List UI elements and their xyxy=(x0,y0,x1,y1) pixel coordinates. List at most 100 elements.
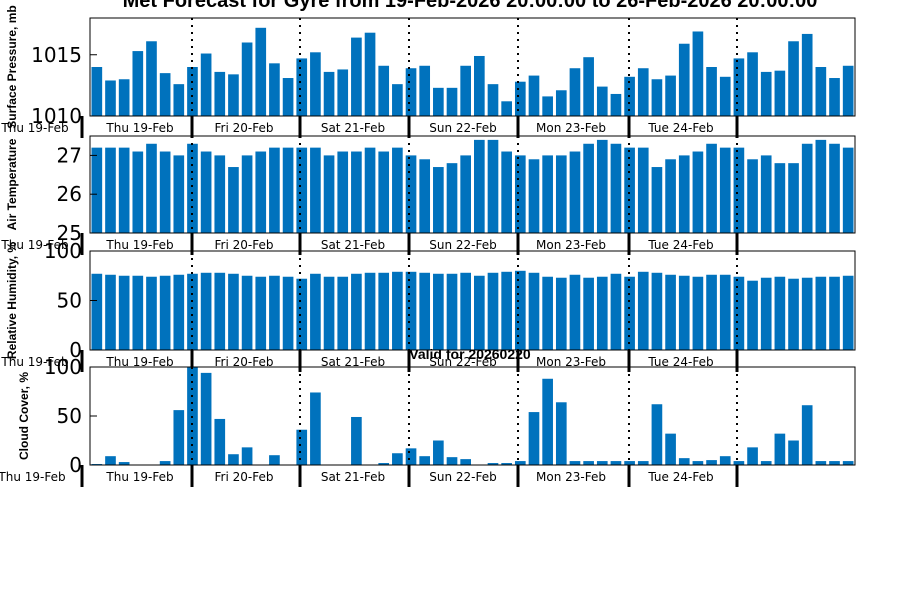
bar xyxy=(678,458,690,465)
bar xyxy=(310,147,321,233)
bar xyxy=(774,276,786,350)
day-label: Mon 23-Feb xyxy=(536,238,606,252)
bar xyxy=(200,272,212,350)
bar xyxy=(706,143,717,233)
bar xyxy=(364,32,376,117)
bar xyxy=(474,139,485,233)
bar xyxy=(637,68,649,116)
bar xyxy=(842,461,854,465)
bar xyxy=(583,277,594,350)
bar xyxy=(405,271,417,350)
bar xyxy=(610,461,622,465)
bar xyxy=(446,457,458,465)
bar xyxy=(610,143,622,233)
bar xyxy=(774,70,786,116)
bar xyxy=(323,276,335,350)
bar xyxy=(596,276,608,350)
bar xyxy=(187,143,198,233)
day-label: Sat 21-Feb xyxy=(321,355,385,369)
bar xyxy=(569,151,581,233)
bar xyxy=(351,273,362,350)
bar xyxy=(528,272,540,350)
bar xyxy=(692,461,704,465)
day-label: Sat 21-Feb xyxy=(321,470,385,484)
bar xyxy=(569,461,581,465)
bar xyxy=(829,276,840,350)
chart-title: Met Forecast for Gyre from 19-Feb-2026 2… xyxy=(123,0,818,12)
axes-frame xyxy=(89,135,856,234)
bar xyxy=(146,276,157,350)
bar xyxy=(228,454,239,465)
bar xyxy=(118,79,130,116)
bar xyxy=(788,440,799,465)
bar xyxy=(801,405,813,465)
bar xyxy=(173,84,185,116)
bar xyxy=(419,159,431,233)
bar xyxy=(91,273,103,350)
bar xyxy=(433,440,444,465)
bar xyxy=(337,276,349,350)
day-label: Sat 21-Feb xyxy=(321,238,385,252)
y-tick-label: 25 xyxy=(57,221,82,245)
bar xyxy=(241,447,253,465)
bar xyxy=(132,51,144,116)
bar xyxy=(378,463,390,465)
panel-4: 0 50 100 Cloud Cover, % Thu 19-Feb Thu 19-Feb… xyxy=(0,355,856,487)
bar xyxy=(733,147,745,233)
bar xyxy=(146,143,157,233)
bar xyxy=(665,433,676,465)
bar xyxy=(159,461,171,465)
day-label: Fri 20-Feb xyxy=(215,470,274,484)
start-day-label: Thu 19-Feb xyxy=(0,238,68,252)
bar xyxy=(733,461,745,465)
bar xyxy=(514,81,526,116)
y-tick-label: 27 xyxy=(57,143,82,167)
day-label: Tue 24-Feb xyxy=(647,238,713,252)
bar xyxy=(474,55,485,116)
bar xyxy=(733,276,745,350)
bar xyxy=(692,31,704,117)
bar xyxy=(269,455,280,465)
bar xyxy=(200,372,212,465)
bar xyxy=(159,73,171,117)
bar xyxy=(364,147,376,233)
y-tick-label: 26 xyxy=(57,182,82,206)
bar xyxy=(105,456,116,465)
bar xyxy=(596,86,608,116)
day-label: Thu 19-Feb xyxy=(105,121,173,135)
bar xyxy=(200,53,212,116)
bar xyxy=(747,159,758,233)
bar xyxy=(173,155,185,233)
bar xyxy=(392,84,403,116)
day-label: Tue 24-Feb xyxy=(647,121,713,135)
bar xyxy=(173,274,185,350)
bar xyxy=(446,273,458,350)
bar xyxy=(405,155,417,233)
bar xyxy=(610,273,622,350)
bar xyxy=(91,67,103,116)
day-label: Tue 24-Feb xyxy=(647,470,713,484)
bar xyxy=(269,63,280,116)
bar xyxy=(419,456,431,465)
bar xyxy=(637,271,649,350)
bar xyxy=(378,151,390,233)
bar xyxy=(351,151,362,233)
bar xyxy=(187,67,198,116)
day-label: Mon 23-Feb xyxy=(536,121,606,135)
bar xyxy=(760,277,772,350)
day-label: Fri 20-Feb xyxy=(215,121,274,135)
bar xyxy=(842,65,854,116)
bar xyxy=(228,273,239,350)
bar xyxy=(487,463,499,465)
day-label: Sun 22-Feb xyxy=(429,355,497,369)
bar xyxy=(487,84,499,116)
bar xyxy=(351,37,362,116)
bar xyxy=(528,159,540,233)
y-tick-label: 0 xyxy=(69,453,82,477)
bar xyxy=(487,272,499,350)
bar xyxy=(460,65,471,116)
start-day-label: Thu 19-Feb xyxy=(0,121,68,135)
bar xyxy=(310,273,321,350)
bar xyxy=(310,52,321,116)
bar xyxy=(719,147,731,233)
